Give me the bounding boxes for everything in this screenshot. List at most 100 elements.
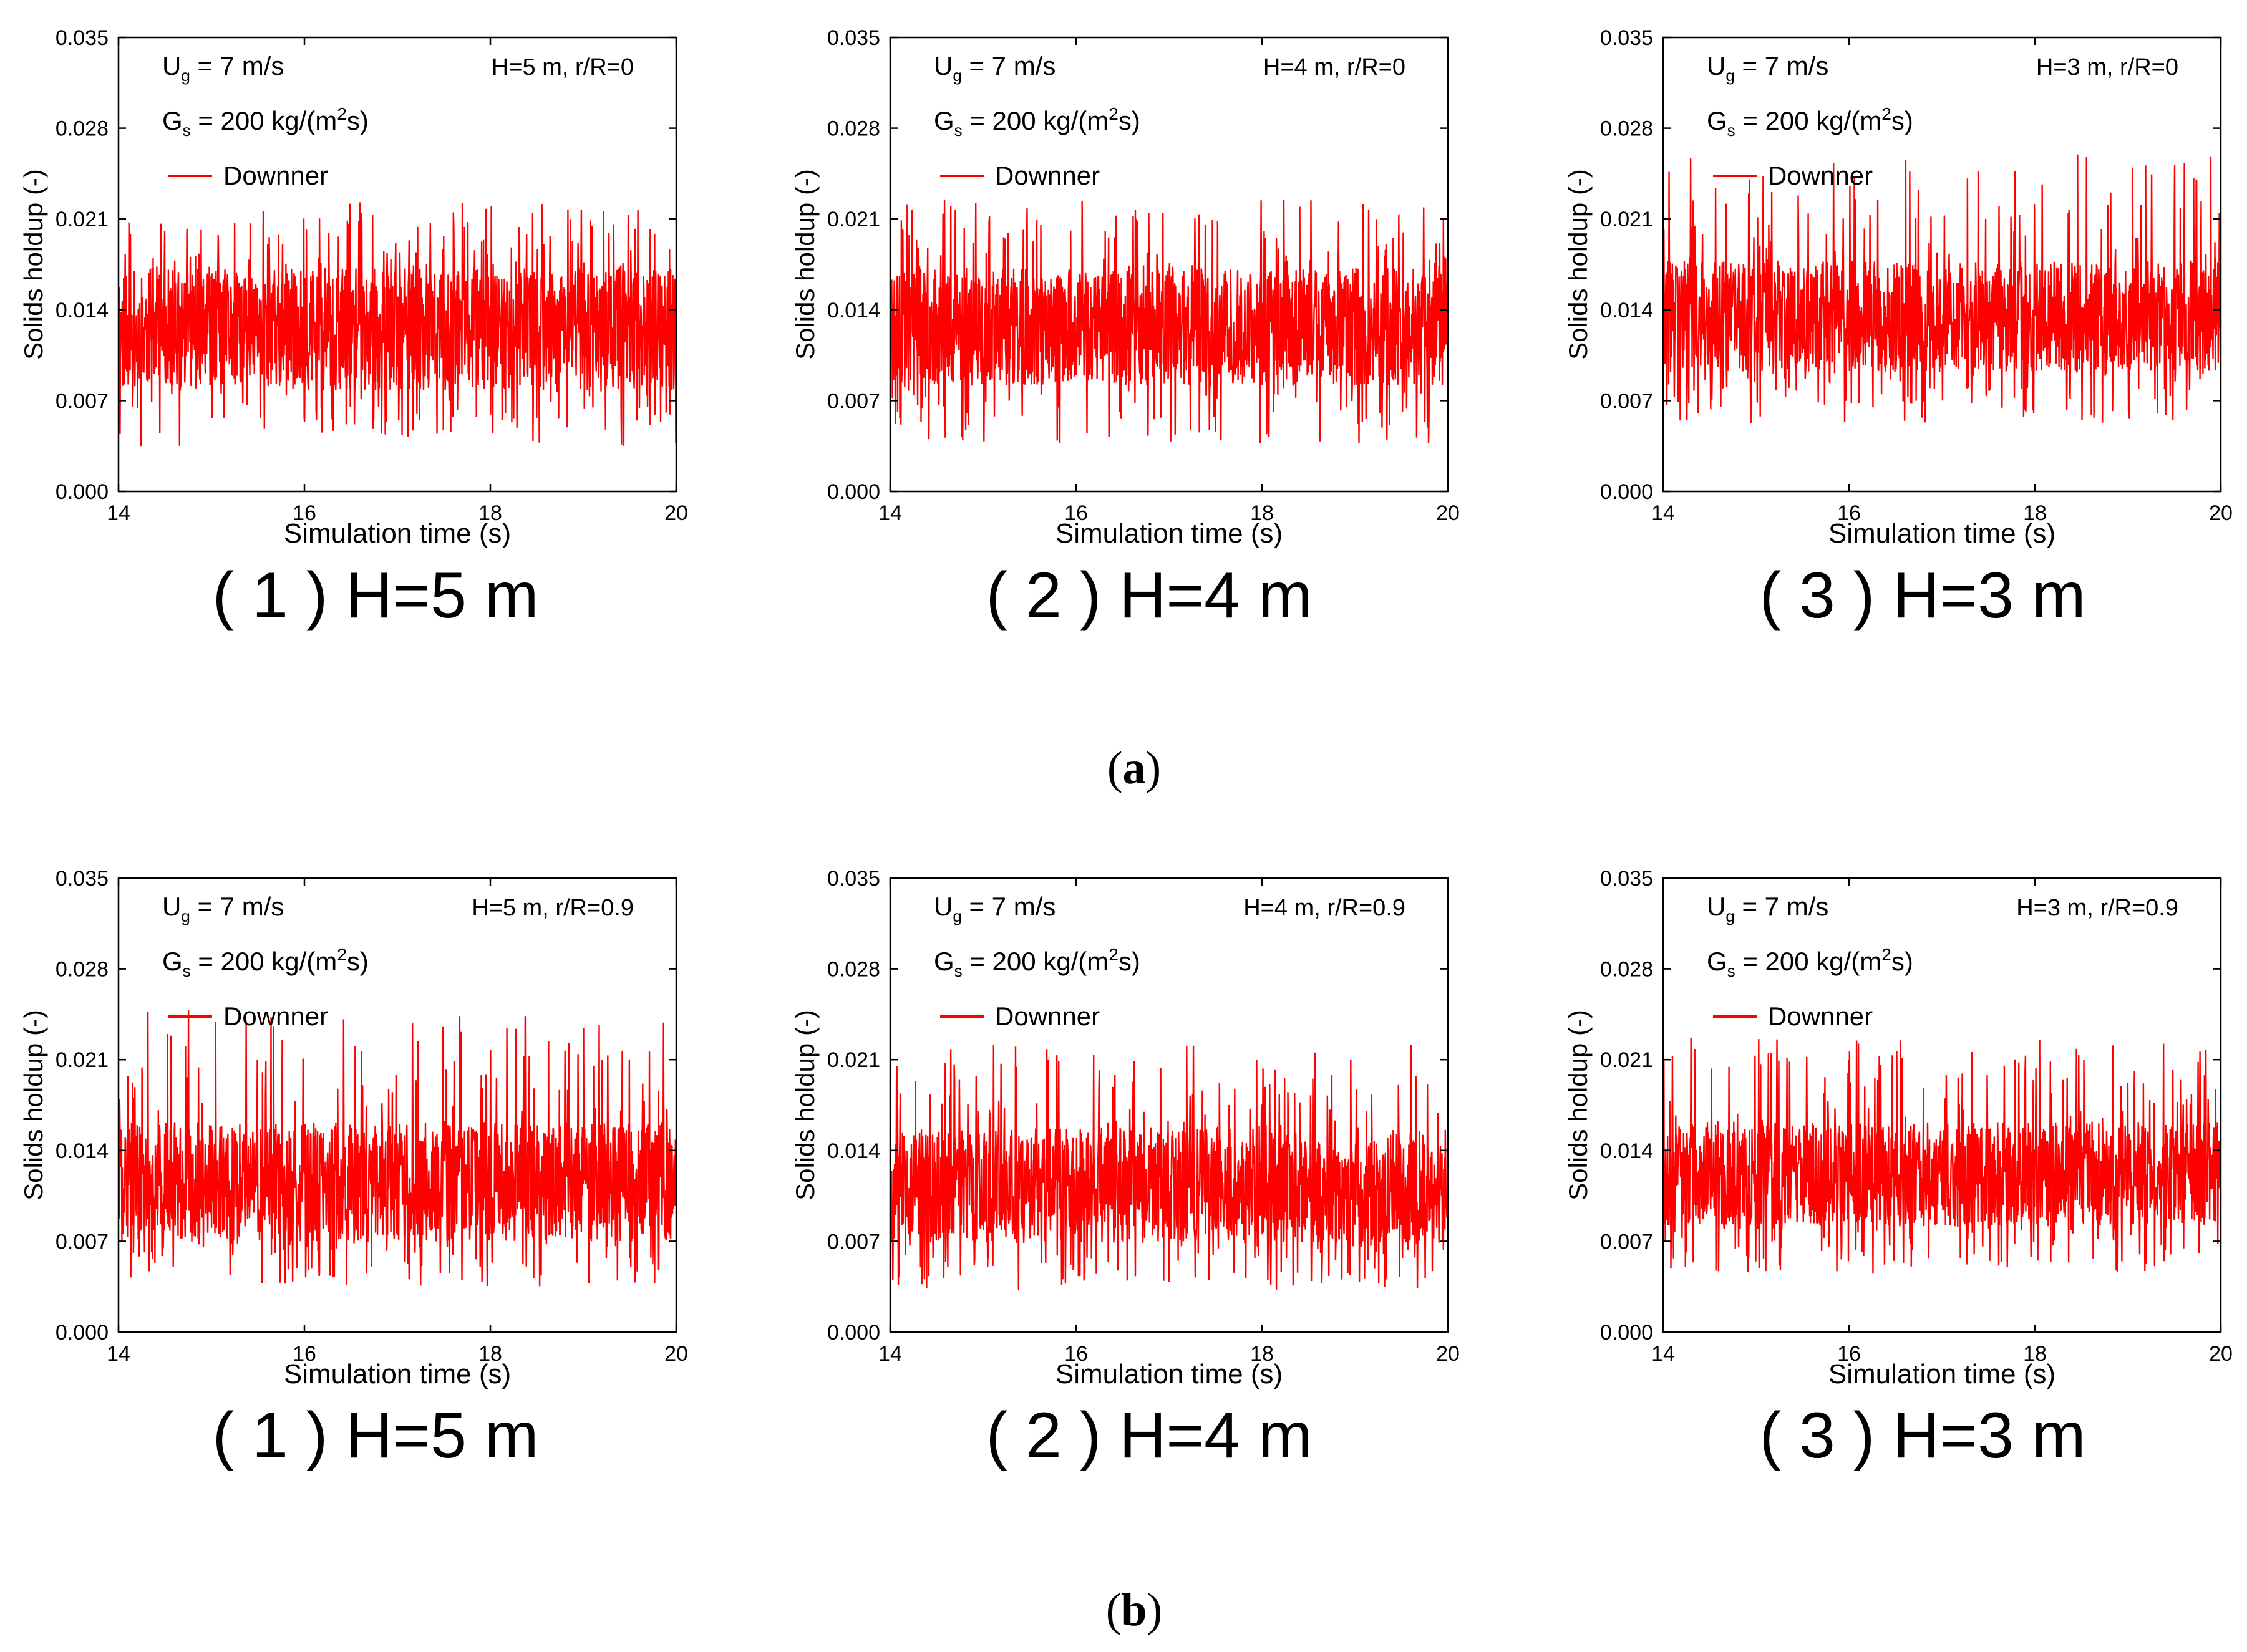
x-tick-label: 18	[478, 1342, 502, 1366]
plot-frame	[1662, 877, 2222, 1333]
x-tick-label: 20	[1436, 1342, 1460, 1366]
x-tick-label: 14	[107, 501, 130, 525]
y-tick-label: 0.007	[56, 1230, 109, 1253]
chart-b-3: 0.000 0.007 0.014 0.021 0.028 0.035 14 16 18 20 Si…	[1563, 867, 2233, 1389]
y-tick-label: 0.021	[56, 208, 109, 231]
legend-label: Downner	[223, 161, 328, 190]
legend-label: Downner	[1768, 161, 1873, 190]
series-line-downner	[119, 202, 676, 447]
y-axis-label: Solids holdup (-)	[1563, 169, 1593, 360]
y-tick-label: 0.021	[1600, 208, 1653, 231]
y-tick-label: 0.007	[1600, 1230, 1653, 1253]
y-tick-label: 0.021	[1600, 1048, 1653, 1072]
plot-frame	[1662, 36, 2222, 493]
series-line-downner	[1663, 154, 2221, 423]
y-tick-label: 0.000	[827, 1321, 880, 1345]
y-tick-label: 0.000	[1600, 480, 1653, 504]
y-tick-label: 0.028	[827, 117, 880, 141]
annotation-gs: Gs = 200 kg/(m2s)	[934, 945, 1140, 980]
subplot-title-b-3: ( 3 ) H=3 m	[1760, 1399, 2086, 1472]
x-tick-label: 16	[1837, 501, 1861, 525]
annotation-position: H=3 m, r/R=0	[2036, 54, 2178, 80]
x-axis-label: Simulation time (s)	[1828, 1359, 2055, 1389]
annotation-gs: Gs = 200 kg/(m2s)	[162, 104, 369, 140]
series-line-downner	[1663, 1037, 2221, 1274]
y-tick-label: 0.007	[827, 389, 880, 413]
annotation-gs: Gs = 200 kg/(m2s)	[162, 945, 369, 980]
subplot-title-a-2: ( 2 ) H=4 m	[986, 559, 1313, 632]
annotation-ug: Ug = 7 m/s	[1707, 51, 1828, 85]
series-line-downner	[890, 1045, 1448, 1290]
chart-a-2: 0.000 0.007 0.014 0.021 0.028 0.035 14 16 18 20 Si…	[790, 26, 1460, 549]
annotation-gs: Gs = 200 kg/(m2s)	[1707, 945, 1913, 980]
annotation-ug: Ug = 7 m/s	[1707, 892, 1828, 925]
x-tick-label: 14	[878, 501, 902, 525]
x-axis-label: Simulation time (s)	[284, 518, 511, 549]
y-tick-label: 0.007	[827, 1230, 880, 1253]
y-tick-label: 0.021	[827, 1048, 880, 1072]
annotation-position: H=5 m, r/R=0.9	[472, 895, 634, 921]
subplot-title-a-3: ( 3 ) H=3 m	[1760, 559, 2086, 632]
y-tick-label: 0.028	[827, 958, 880, 982]
annotation-gs: Gs = 200 kg/(m2s)	[934, 104, 1140, 140]
annotation-ug: Ug = 7 m/s	[934, 51, 1056, 85]
y-axis-label: Solids holdup (-)	[790, 1010, 820, 1200]
x-tick-label: 16	[1837, 1342, 1861, 1366]
y-tick-label: 0.021	[56, 1048, 109, 1072]
chart-b-2: 0.000 0.007 0.014 0.021 0.028 0.035 14 16 18 20 Si…	[790, 867, 1460, 1389]
x-tick-label: 20	[664, 1342, 688, 1366]
x-tick-label: 14	[107, 1342, 130, 1366]
x-tick-label: 18	[2023, 501, 2047, 525]
plot-frame	[117, 877, 677, 1333]
y-tick-label: 0.014	[1600, 1139, 1653, 1163]
y-axis-label: Solids holdup (-)	[19, 169, 48, 360]
y-tick-label: 0.000	[827, 480, 880, 504]
y-tick-label: 0.014	[827, 299, 880, 322]
y-tick-label: 0.035	[827, 26, 880, 50]
plot-frame	[889, 36, 1449, 493]
x-tick-label: 18	[1250, 501, 1274, 525]
legend-label: Downner	[1768, 1002, 1873, 1031]
y-tick-label: 0.035	[56, 867, 109, 891]
x-tick-label: 20	[664, 501, 688, 525]
annotation-position: H=4 m, r/R=0	[1263, 54, 1405, 80]
legend-label: Downner	[995, 161, 1100, 190]
caption-a: (a)	[1107, 743, 1162, 794]
y-tick-label: 0.035	[1600, 26, 1653, 50]
chart-b-1: 0.000 0.007 0.014 0.021 0.028 0.035 14 16 18 20 Si…	[19, 867, 688, 1389]
x-axis-label: Simulation time (s)	[1828, 518, 2055, 549]
x-tick-label: 18	[1250, 1342, 1274, 1366]
series-line-downner	[119, 1010, 676, 1287]
x-tick-label: 20	[2209, 1342, 2233, 1366]
x-axis-label: Simulation time (s)	[1056, 1359, 1283, 1389]
x-tick-label: 18	[478, 501, 502, 525]
x-tick-label: 14	[878, 1342, 902, 1366]
chart-a-3: 0.000 0.007 0.014 0.021 0.028 0.035 14 16 18 20 Si…	[1563, 26, 2233, 549]
y-tick-label: 0.028	[1600, 958, 1653, 982]
x-tick-label: 14	[1651, 501, 1675, 525]
annotation-gs: Gs = 200 kg/(m2s)	[1707, 104, 1913, 140]
caption-a-letter: a	[1122, 743, 1146, 794]
x-axis-label: Simulation time (s)	[284, 1359, 511, 1389]
subplot-title-a-1: ( 1 ) H=5 m	[213, 559, 539, 632]
annotation-position: H=4 m, r/R=0.9	[1243, 895, 1405, 921]
annotation-ug: Ug = 7 m/s	[934, 892, 1056, 925]
annotation-ug: Ug = 7 m/s	[162, 51, 284, 85]
y-tick-label: 0.014	[56, 299, 109, 322]
x-tick-label: 16	[1064, 501, 1088, 525]
y-tick-label: 0.000	[56, 480, 109, 504]
y-axis-label: Solids holdup (-)	[19, 1010, 48, 1200]
y-tick-label: 0.000	[1600, 1321, 1653, 1345]
x-tick-label: 16	[293, 501, 316, 525]
plot-frame	[889, 877, 1449, 1333]
y-tick-label: 0.035	[56, 26, 109, 50]
legend-label: Downner	[995, 1002, 1100, 1031]
annotation-ug: Ug = 7 m/s	[162, 892, 284, 925]
series-line-downner	[890, 200, 1448, 444]
y-tick-label: 0.035	[827, 867, 880, 891]
caption-b: (b)	[1105, 1585, 1163, 1636]
x-tick-label: 18	[2023, 1342, 2047, 1366]
y-tick-label: 0.014	[56, 1139, 109, 1163]
annotation-position: H=3 m, r/R=0.9	[2016, 895, 2178, 921]
x-tick-label: 20	[2209, 501, 2233, 525]
